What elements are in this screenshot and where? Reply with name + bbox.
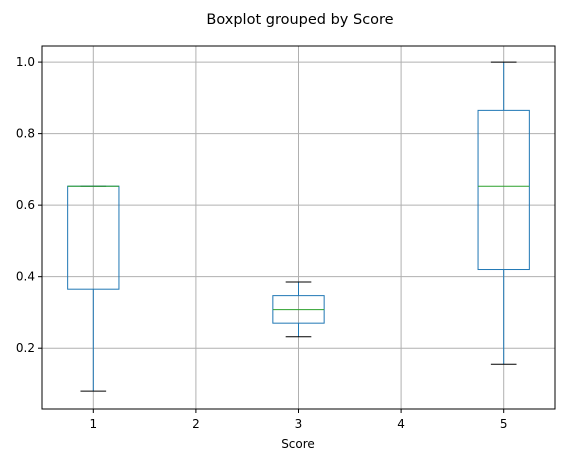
box-body xyxy=(477,109,530,271)
x-tick-label: 2 xyxy=(192,417,200,431)
y-tick-label: 1.0 xyxy=(16,55,35,69)
box-1 xyxy=(67,185,120,392)
x-axis-label: Score xyxy=(281,437,315,451)
x-axis-ticks: 1 2 3 4 5 xyxy=(89,409,508,431)
y-tick-label: 0.4 xyxy=(16,270,35,284)
x-tick-label: 3 xyxy=(295,417,303,431)
grid-lines xyxy=(42,46,555,409)
y-tick-label: 0.2 xyxy=(16,341,35,355)
y-axis-ticks: 0.2 0.4 0.6 0.8 1.0 xyxy=(16,55,42,355)
chart-title: Boxplot grouped by Score xyxy=(206,12,393,28)
box-series xyxy=(67,61,530,392)
x-tick-label: 4 xyxy=(397,417,405,431)
y-tick-label: 0.8 xyxy=(16,127,35,141)
x-tick-label: 5 xyxy=(500,417,508,431)
box-5 xyxy=(477,61,530,365)
x-tick-label: 1 xyxy=(89,417,97,431)
y-tick-label: 0.6 xyxy=(16,198,35,212)
box-3 xyxy=(272,281,325,338)
